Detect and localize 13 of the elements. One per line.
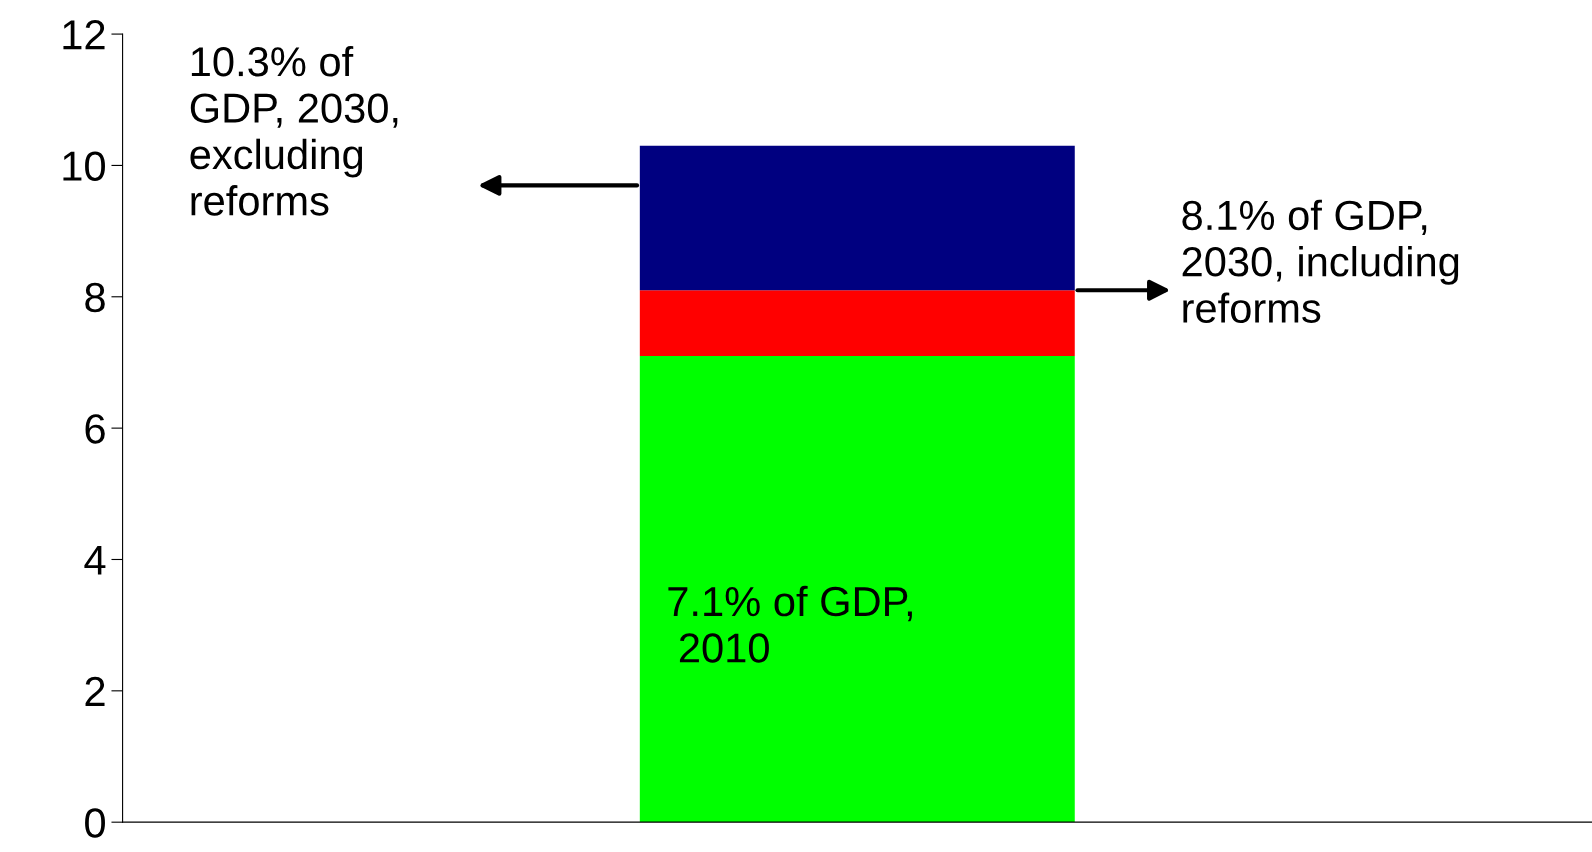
y-tick-label: 2 [85, 676, 105, 706]
y-tick-label: 10 [63, 151, 105, 181]
annotation: 7.1% of GDP, 2010 [668, 585, 912, 663]
y-tick-label: 12 [63, 20, 105, 50]
bar [639, 145, 1075, 291]
text: 10.3% of GDP, 2030, excluding reforms [190, 45, 398, 216]
y-tick-label: 8 [85, 282, 105, 313]
y-tick-label: 4 [84, 545, 106, 575]
bar [639, 355, 1075, 823]
y-tick-label: 0 [85, 808, 105, 838]
y-tick-label: 6 [85, 414, 105, 444]
text: 8.1% of GDP, 2030, including reforms [1182, 199, 1459, 323]
bar [639, 290, 1075, 356]
